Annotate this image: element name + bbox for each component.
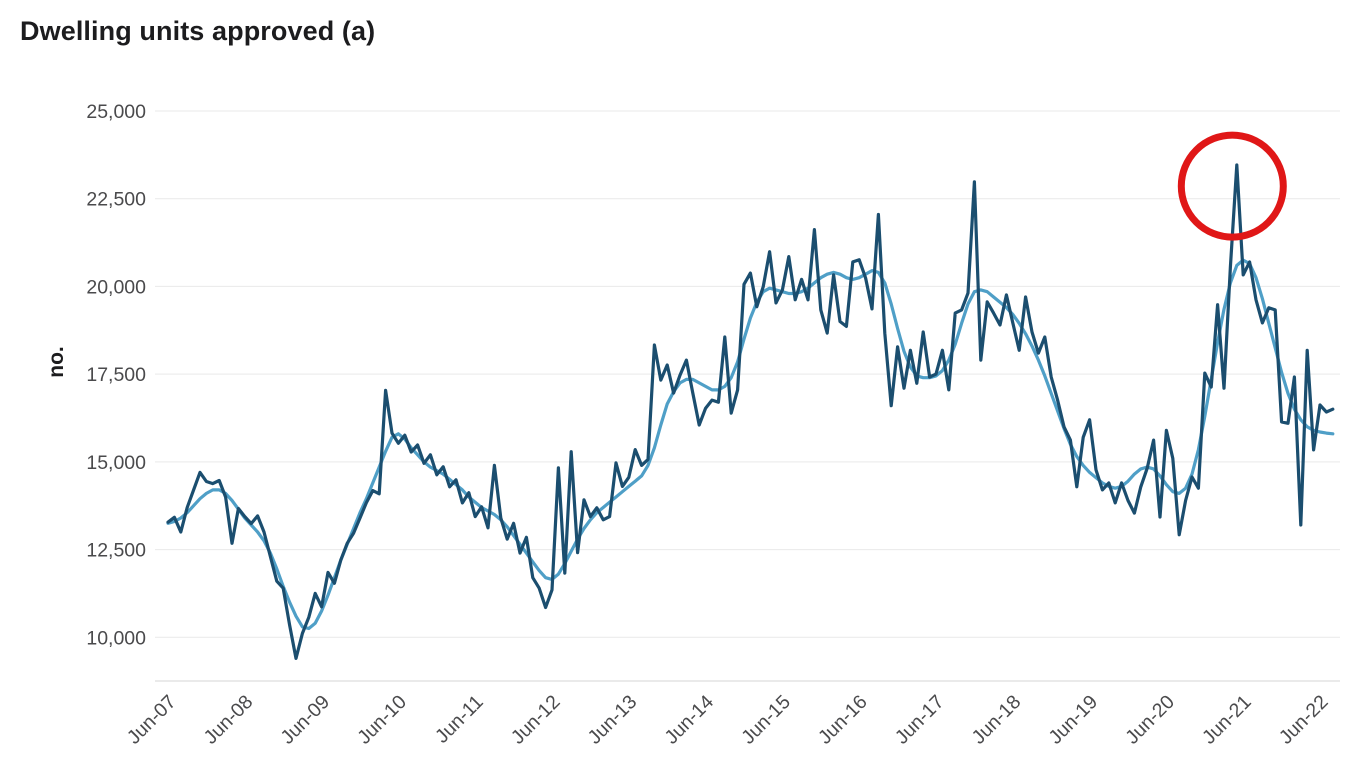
x-tick-label: Jun-07 [123,691,181,749]
y-tick-label: 20,000 [86,276,146,298]
peak-highlight-circle-annotation [1177,131,1287,241]
x-tick-label: Jun-18 [968,691,1026,749]
y-tick-label: 22,500 [86,189,146,211]
x-tick-label: Jun-15 [737,691,795,749]
x-tick-label: Jun-10 [353,691,411,749]
y-tick-label: 12,500 [86,540,146,562]
y-tick-label: 15,000 [86,452,146,474]
chart-title: Dwelling units approved (a) [20,16,376,46]
x-tick-label: Jun-22 [1275,691,1333,749]
x-tick-label: Jun-09 [276,691,334,749]
x-tick-label: Jun-08 [200,691,258,749]
y-tick-label: 17,500 [86,364,146,386]
x-tick-label: Jun-12 [507,691,565,749]
x-tick-label: Jun-21 [1198,691,1256,749]
x-tick-label: Jun-13 [584,691,642,749]
x-tick-label: Jun-14 [660,691,718,749]
x-tick-label: Jun-19 [1044,691,1102,749]
monthly-dark-navy-line [166,163,1335,661]
x-tick-label: Jun-11 [431,691,488,748]
x-tick-label: Jun-17 [891,691,949,749]
x-tick-label: Jun-16 [814,691,872,749]
y-tick-label: 25,000 [86,101,146,123]
y-tick-label: 10,000 [86,627,146,649]
trend-light-blue-line [166,258,1335,631]
x-tick-label: Jun-20 [1121,691,1179,749]
